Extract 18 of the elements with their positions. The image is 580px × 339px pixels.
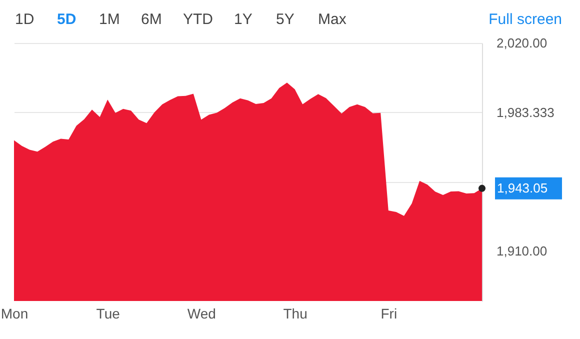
text: YTD bbox=[183, 11, 214, 28]
y-tick-label: 2,020.00 bbox=[496, 36, 548, 50]
x-tick-label: Wed bbox=[187, 306, 216, 322]
x-tick-label: Tue bbox=[96, 306, 120, 322]
text: 5D bbox=[57, 11, 76, 28]
text: Full screen bbox=[488, 11, 562, 28]
text: 6M bbox=[141, 11, 162, 28]
text: 5Y bbox=[276, 11, 294, 28]
text: 1,943.05 bbox=[497, 180, 548, 196]
x-tick-label: Thu bbox=[283, 306, 308, 322]
y-tick-label: 1,910.00 bbox=[496, 243, 548, 258]
y-tick-label: 1,983.333 bbox=[496, 104, 554, 120]
text: Max bbox=[318, 11, 347, 28]
text: 1M bbox=[99, 11, 120, 28]
x-tick-label: Mon bbox=[0, 306, 28, 322]
text: 1D bbox=[15, 11, 34, 28]
text: 1Y bbox=[234, 11, 252, 28]
x-tick-label: Fri bbox=[380, 306, 398, 322]
